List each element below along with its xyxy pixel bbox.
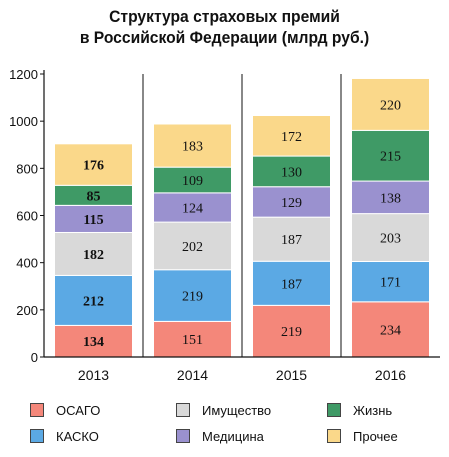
legend-item: Прочее (327, 428, 398, 444)
chart-legend: ОСАГО Имущество Жизнь КАСКО Медицина Прочее (0, 398, 449, 452)
bar-segment (153, 221, 232, 271)
chart-title: Структура страховых премий в Российской … (18, 6, 431, 48)
x-tick-label: 2016 (375, 367, 406, 383)
bar-segment (252, 186, 331, 218)
y-tick-label: 600 (16, 209, 38, 224)
legend-label: Прочее (353, 428, 398, 444)
bar-segment (252, 216, 331, 262)
bar-value-label: 109 (182, 174, 203, 189)
bar-value-label: 220 (380, 98, 401, 113)
legend-label: КАСКО (56, 428, 99, 444)
x-tick-label: 2013 (78, 367, 109, 383)
y-tick-label: 1000 (9, 114, 38, 129)
bar-value-label: 187 (281, 233, 302, 248)
bar-value-label: 212 (83, 294, 104, 309)
bar-value-label: 130 (281, 165, 302, 180)
x-tick-label: 2014 (177, 367, 208, 383)
bar-value-label: 151 (182, 333, 203, 348)
x-tick-label: 2015 (276, 367, 307, 383)
bar-segment (351, 301, 430, 358)
legend-item: ОСАГО (30, 402, 100, 418)
bar-value-label: 219 (182, 290, 203, 305)
bar-segment (252, 260, 331, 306)
bar-value-label: 182 (83, 248, 104, 263)
bar-value-label: 219 (281, 325, 302, 340)
bar-value-label: 129 (281, 196, 302, 211)
bar-segment (252, 115, 331, 157)
bar-value-label: 172 (281, 130, 302, 145)
bar-segment (153, 269, 232, 322)
bar-segment (153, 192, 232, 223)
bar-segment (153, 320, 232, 358)
bar-segment (351, 180, 430, 215)
y-tick-label: 0 (31, 350, 38, 365)
bar-value-label: 234 (380, 323, 401, 338)
bar-segment (153, 123, 232, 168)
chart-title-line-2: в Российской Федерации (млрд руб.) (79, 28, 370, 47)
bar-segment (252, 304, 331, 358)
legend-swatch (176, 429, 190, 443)
bar-segment (351, 213, 430, 262)
bar-segment (54, 143, 133, 186)
bar-value-label: 183 (182, 140, 203, 155)
bar-value-label: 124 (182, 201, 203, 216)
bar-value-label: 176 (83, 159, 104, 174)
legend-item: Имущество (176, 402, 271, 418)
legend-swatch (30, 429, 44, 443)
y-tick-label: 1200 (9, 67, 38, 82)
stacked-bar-chart: 134 212 182 115 85 176 151 219 202 124 109 183 219 18… (9, 67, 440, 383)
bar-segment (54, 231, 133, 276)
y-tick-label: 400 (16, 256, 38, 271)
chart-title-line-1: Структура страховых премий (109, 7, 340, 26)
legend-item: КАСКО (30, 428, 99, 444)
bar-segment (351, 77, 430, 131)
bar-value-label: 202 (182, 240, 203, 255)
bar-segment (351, 260, 430, 303)
bar-value-label: 187 (281, 277, 302, 292)
legend-swatch (176, 403, 190, 417)
bar-value-label: 171 (380, 276, 401, 291)
legend-label: Имущество (202, 402, 272, 418)
bar-segment (351, 129, 430, 182)
legend-swatch (30, 403, 44, 417)
legend-swatch (327, 403, 341, 417)
legend-label: Медицина (202, 428, 264, 444)
bar-value-label: 215 (380, 150, 401, 165)
bar-value-label: 134 (83, 335, 104, 350)
y-tick-label: 800 (16, 161, 38, 176)
bar-value-label: 115 (83, 213, 103, 228)
bar-value-label: 138 (380, 191, 401, 206)
legend-swatch (327, 429, 341, 443)
bar-segment (252, 155, 331, 188)
legend-item: Жизнь (327, 402, 392, 418)
legend-label: ОСАГО (56, 402, 101, 418)
bar-segment (54, 274, 133, 326)
legend-label: Жизнь (353, 402, 393, 418)
bar-value-label: 85 (87, 189, 101, 204)
y-tick-label: 200 (16, 303, 38, 318)
legend-item: Медицина (176, 428, 264, 444)
bar-value-label: 203 (380, 232, 401, 247)
